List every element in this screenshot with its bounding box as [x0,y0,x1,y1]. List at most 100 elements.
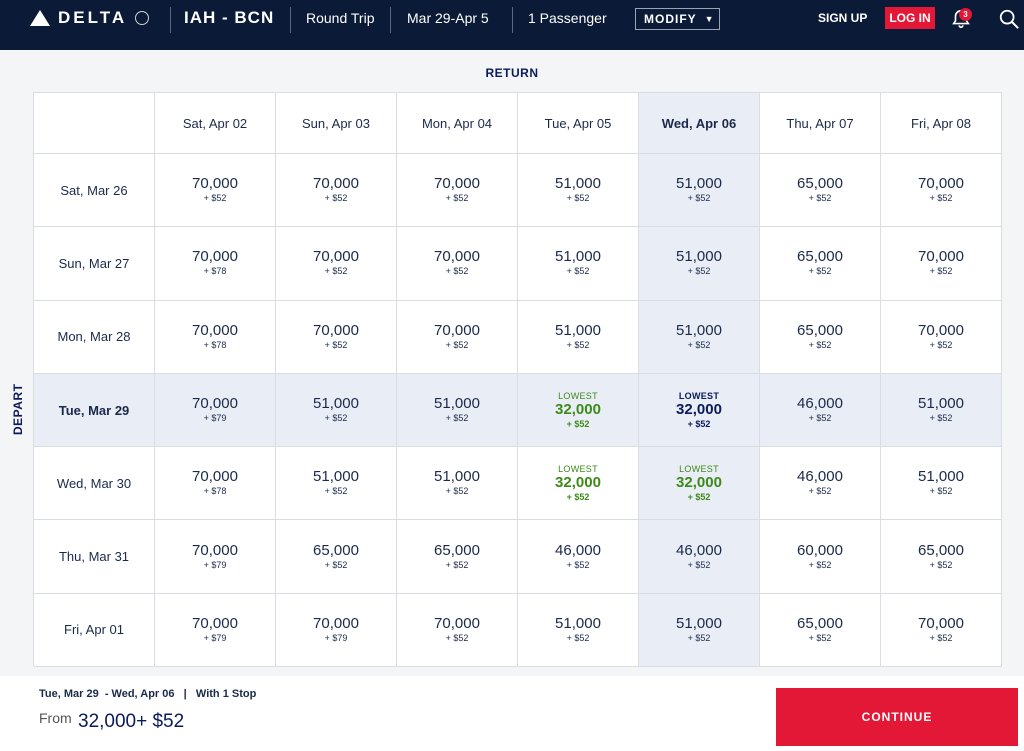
fare-fee: + $52 [566,193,590,204]
fare-miles: 65,000 [797,614,843,632]
continue-button[interactable]: CONTINUE [776,688,1018,746]
fare-fee: + $52 [687,339,711,350]
fare-fee: + $52 [324,339,348,350]
fare-cell[interactable]: 65,000 + $52 [760,227,881,301]
fare-miles: 70,000 [192,248,238,266]
fare-fee: + $52 [324,559,348,570]
return-date-header: Thu, Apr 07 [760,93,881,154]
fare-cell[interactable]: 70,000 + $78 [155,447,276,521]
fare-cell[interactable]: 70,000 + $52 [881,154,1002,228]
depart-date-header: Sun, Mar 27 [34,227,155,301]
search-icon[interactable] [998,8,1020,30]
sign-up-link[interactable]: SIGN UP [818,11,868,25]
fare-miles: 70,000 [918,248,964,266]
fare-cell[interactable]: 51,000 + $52 [639,154,760,228]
fare-cell[interactable]: 65,000 + $52 [276,520,397,594]
log-in-button[interactable]: LOG IN [885,7,935,29]
fare-cell[interactable]: 70,000 + $78 [155,300,276,374]
fare-cell[interactable]: 51,000 + $52 [639,227,760,301]
fare-cell[interactable]: 51,000 + $52 [639,593,760,668]
fare-cell[interactable]: 70,000 + $52 [397,593,518,668]
fare-cell[interactable]: 51,000 + $52 [881,373,1002,448]
fare-fee: + $52 [566,418,590,429]
fare-cell[interactable]: 70,000 + $52 [881,300,1002,374]
fare-cell[interactable]: LOWEST 32,000 + $52 [518,373,639,448]
depart-date-header: Wed, Mar 30 [34,447,155,521]
fare-cell[interactable]: 51,000 + $52 [518,227,639,301]
fare-fee: + $52 [203,193,227,204]
fare-cell[interactable]: 70,000 + $52 [397,154,518,228]
fare-fee: + $79 [203,632,227,643]
fare-miles: 51,000 [434,468,480,486]
fare-fee: + $52 [445,193,469,204]
fare-cell[interactable]: 70,000 + $52 [155,154,276,228]
trip-type-label: Round Trip [306,10,375,26]
fare-cell[interactable]: 70,000 + $52 [276,300,397,374]
fare-cell[interactable]: 51,000 + $52 [518,593,639,668]
return-date-header: Wed, Apr 06 [639,93,760,154]
fare-cell[interactable]: 70,000 + $52 [397,300,518,374]
fare-miles: 65,000 [797,248,843,266]
fare-miles: 70,000 [313,248,359,266]
fare-cell[interactable]: 70,000 + $52 [397,227,518,301]
fare-cell[interactable]: 46,000 + $52 [760,373,881,448]
fare-cell[interactable]: LOWEST 32,000 + $52 [639,373,760,448]
fare-fee: + $52 [808,193,832,204]
fare-miles: 32,000 [676,400,722,418]
fare-cell[interactable]: 65,000 + $52 [760,300,881,374]
fare-cell[interactable]: 51,000 + $52 [276,447,397,521]
fare-cell[interactable]: 70,000 + $52 [276,227,397,301]
fare-cell[interactable]: 51,000 + $52 [639,300,760,374]
fare-cell[interactable]: 70,000 + $79 [155,373,276,448]
return-date-header: Sat, Apr 02 [155,93,276,154]
fare-cell[interactable]: 60,000 + $52 [760,520,881,594]
fare-miles: 70,000 [192,468,238,486]
return-date-header: Sun, Apr 03 [276,93,397,154]
delta-widget-icon [30,10,50,26]
fare-cell[interactable]: LOWEST 32,000 + $52 [518,447,639,521]
fare-fee: + $52 [929,413,953,424]
fare-miles: 65,000 [434,541,480,559]
fare-miles: 60,000 [797,541,843,559]
fare-cell[interactable]: 65,000 + $52 [760,154,881,228]
delta-logo[interactable]: DELTA [30,8,150,28]
top-navigation-bar: DELTA IAH - BCN Round Trip Mar 29-Apr 5 … [0,0,1024,50]
fare-cell[interactable]: 65,000 + $52 [760,593,881,668]
fare-cell[interactable]: 70,000 + $79 [276,593,397,668]
fare-cell[interactable]: 70,000 + $79 [155,593,276,668]
fare-cell[interactable]: 51,000 + $52 [397,447,518,521]
fare-fee: + $52 [929,632,953,643]
fare-miles: 51,000 [918,468,964,486]
fare-cell[interactable]: 70,000 + $52 [881,593,1002,668]
fare-miles: 51,000 [918,395,964,413]
divider [170,7,171,33]
fare-cell[interactable]: 70,000 + $79 [155,520,276,594]
fare-miles: 70,000 [192,175,238,193]
fare-cell[interactable]: 70,000 + $52 [276,154,397,228]
fare-cell[interactable]: 65,000 + $52 [397,520,518,594]
divider [512,7,513,33]
fare-cell[interactable]: 51,000 + $52 [518,300,639,374]
fare-miles: 51,000 [676,614,722,632]
fare-miles: 46,000 [797,395,843,413]
fare-cell[interactable]: 51,000 + $52 [881,447,1002,521]
fare-cell[interactable]: 46,000 + $52 [760,447,881,521]
fare-miles: 70,000 [313,321,359,339]
divider [290,7,291,33]
fare-cell[interactable]: 51,000 + $52 [276,373,397,448]
fare-cell[interactable]: 51,000 + $52 [518,154,639,228]
fare-cell[interactable]: 70,000 + $78 [155,227,276,301]
selected-price: 32,000+ $52 [78,711,185,732]
modify-button[interactable]: MODIFY ▼ [635,8,720,30]
fare-miles: 32,000 [555,400,601,418]
fare-cell[interactable]: LOWEST 32,000 + $52 [639,447,760,521]
fare-cell[interactable]: 65,000 + $52 [881,520,1002,594]
fare-fee: + $52 [808,559,832,570]
fare-miles: 70,000 [434,175,480,193]
fare-fee: + $79 [203,413,227,424]
return-date-header: Mon, Apr 04 [397,93,518,154]
fare-cell[interactable]: 46,000 + $52 [518,520,639,594]
fare-cell[interactable]: 51,000 + $52 [397,373,518,448]
fare-cell[interactable]: 70,000 + $52 [881,227,1002,301]
fare-cell[interactable]: 46,000 + $52 [639,520,760,594]
